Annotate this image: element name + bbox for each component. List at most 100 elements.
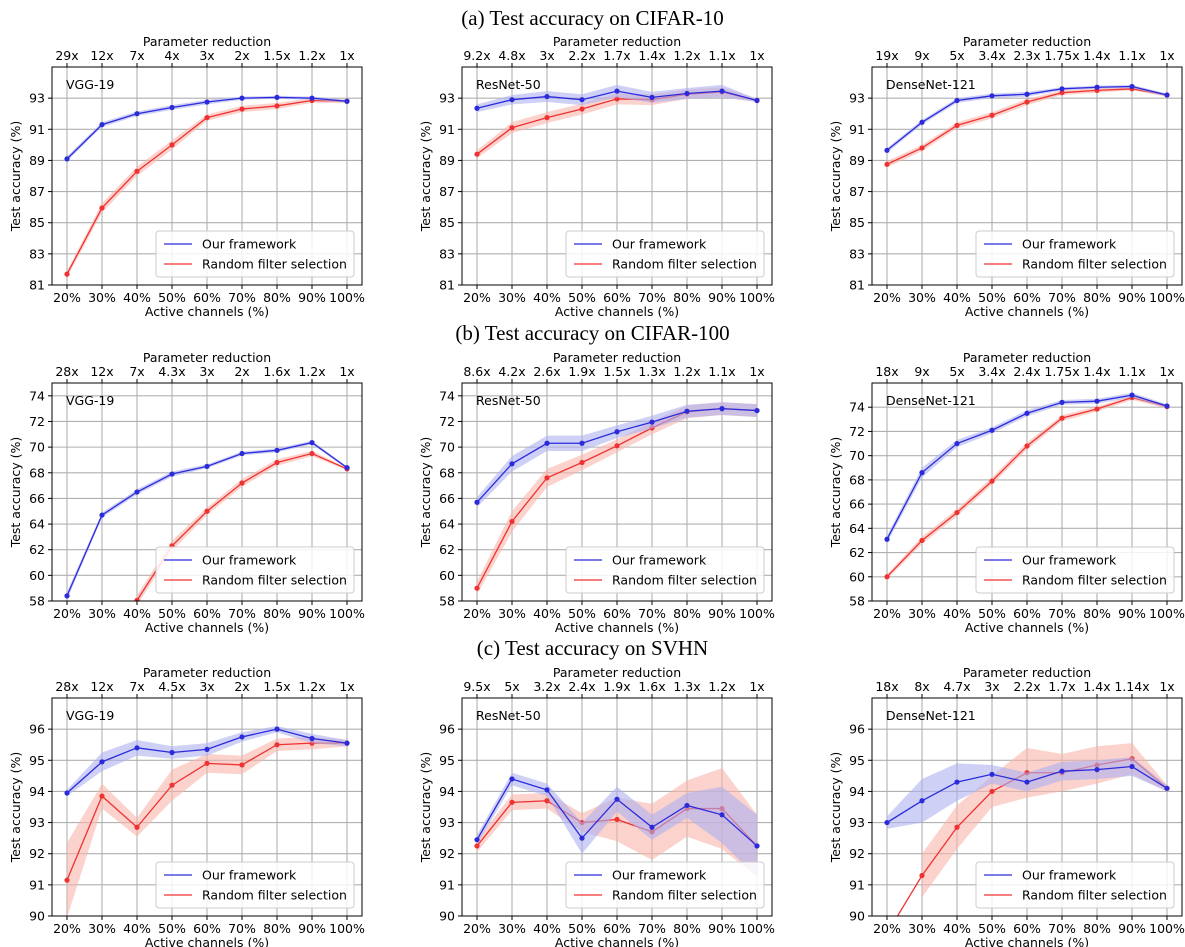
x-tick-label: 70% xyxy=(638,606,666,621)
y-axis-label: Test accuracy (%) xyxy=(8,437,23,549)
top-tick-label: 9.2x xyxy=(463,48,490,63)
top-tick-label: 8.6x xyxy=(463,364,490,379)
top-tick-label: 1.14x xyxy=(1114,679,1149,694)
series-band xyxy=(67,736,347,916)
top-tick-label: 2x xyxy=(234,364,249,379)
top-tick-label: 1.7x xyxy=(1048,679,1075,694)
data-point xyxy=(239,106,245,112)
x-tick-label: 70% xyxy=(228,921,256,936)
x-tick-label: 50% xyxy=(158,921,186,936)
x-tick-label: 60% xyxy=(603,606,631,621)
top-tick-label: 2.4x xyxy=(568,679,595,694)
y-tick-label: 95 xyxy=(29,753,45,768)
data-point xyxy=(204,760,210,767)
data-point xyxy=(344,465,350,471)
data-point xyxy=(474,837,480,843)
series-band xyxy=(887,757,1167,829)
data-point xyxy=(544,475,550,481)
x-tick-label: 100% xyxy=(739,290,775,305)
y-tick-label: 85 xyxy=(439,215,455,230)
top-tick-label: 1.5x xyxy=(263,679,290,694)
legend-box xyxy=(565,861,765,909)
legend-label: Our framework xyxy=(1022,553,1117,568)
top-tick-label: 3.4x xyxy=(978,364,1005,379)
y-tick-label: 66 xyxy=(29,491,45,506)
x-tick-label: 90% xyxy=(708,921,736,936)
y-tick-label: 60 xyxy=(849,569,865,584)
top-axis-label: Parameter reduction xyxy=(963,34,1091,49)
legend-label: Random filter selection xyxy=(612,573,757,588)
legend-box xyxy=(975,861,1175,909)
data-point xyxy=(1024,410,1030,416)
top-tick-label: 18x xyxy=(875,679,898,694)
data-point xyxy=(989,93,995,99)
legend-box xyxy=(155,861,355,909)
top-tick-label: 4x xyxy=(164,48,179,63)
top-tick-label: 1.4x xyxy=(638,48,665,63)
data-point xyxy=(1059,415,1065,421)
top-tick-label: 3x xyxy=(199,364,214,379)
data-point xyxy=(1059,768,1065,774)
legend-box xyxy=(975,230,1175,278)
data-point xyxy=(474,105,480,111)
chart-panel: 20% 30% 40% 50% 60% 70% 80% 90% 100% 18x 8x 4.7x 3x 2… xyxy=(828,665,1185,947)
data-point xyxy=(719,406,725,412)
legend-label: Our framework xyxy=(1022,868,1117,883)
y-tick-label: 72 xyxy=(29,414,45,429)
data-point xyxy=(169,782,175,788)
data-point xyxy=(134,824,140,830)
top-tick-label: 19x xyxy=(875,48,898,63)
x-tick-label: 70% xyxy=(1048,290,1076,305)
y-tick-label: 96 xyxy=(439,722,455,737)
data-point xyxy=(274,726,280,732)
x-tick-label: 50% xyxy=(568,606,596,621)
x-axis-label: Active channels (%) xyxy=(145,620,269,635)
x-tick-label: 80% xyxy=(673,921,701,936)
data-point xyxy=(204,746,210,752)
y-tick-label: 87 xyxy=(849,184,865,199)
y-tick-label: 85 xyxy=(849,215,865,230)
data-point xyxy=(239,95,245,101)
plot-area xyxy=(64,94,350,278)
model-label: ResNet-50 xyxy=(476,393,541,408)
plot-area xyxy=(474,402,760,595)
top-tick-label: 1x xyxy=(1159,364,1174,379)
y-tick-label: 81 xyxy=(849,278,865,293)
x-tick-label: 90% xyxy=(708,606,736,621)
data-point xyxy=(954,509,960,516)
legend-box xyxy=(155,230,355,278)
data-point xyxy=(719,812,725,818)
x-tick-label: 40% xyxy=(943,290,971,305)
x-tick-label: 80% xyxy=(673,606,701,621)
x-tick-label: 80% xyxy=(673,290,701,305)
top-tick-label: 1.9x xyxy=(603,679,630,694)
chart-panel: 20% 30% 40% 50% 60% 70% 80% 90% 100% 29x 12x 7x 4x 3x… xyxy=(8,34,365,319)
data-point xyxy=(989,112,995,118)
y-tick-label: 74 xyxy=(29,388,45,403)
x-tick-label: 40% xyxy=(943,606,971,621)
top-tick-label: 4.8x xyxy=(498,48,525,63)
top-tick-label: 1x xyxy=(339,679,354,694)
data-point xyxy=(509,799,515,805)
x-tick-label: 20% xyxy=(463,290,491,305)
x-tick-label: 70% xyxy=(1048,606,1076,621)
model-label: DenseNet-121 xyxy=(886,708,976,723)
data-point xyxy=(1024,443,1030,449)
model-label: ResNet-50 xyxy=(476,708,541,723)
x-tick-label: 90% xyxy=(298,606,326,621)
data-point xyxy=(509,125,515,131)
chart-panel: 20% 30% 40% 50% 60% 70% 80% 90% 100% 9.5x 5x 3.2x 2.… xyxy=(418,665,775,947)
x-tick-label: 20% xyxy=(53,290,81,305)
x-tick-label: 80% xyxy=(263,921,291,936)
x-tick-label: 30% xyxy=(88,921,116,936)
legend: Our framework Random filter selection xyxy=(155,546,355,594)
y-tick-label: 89 xyxy=(849,153,865,168)
legend-box xyxy=(155,546,355,594)
x-tick-label: 20% xyxy=(463,606,491,621)
x-tick-label: 30% xyxy=(88,606,116,621)
data-point xyxy=(239,734,245,740)
row-title-c: (c) Test accuracy on SVHN xyxy=(476,636,709,660)
x-tick-label: 20% xyxy=(873,606,901,621)
y-tick-label: 95 xyxy=(439,753,455,768)
